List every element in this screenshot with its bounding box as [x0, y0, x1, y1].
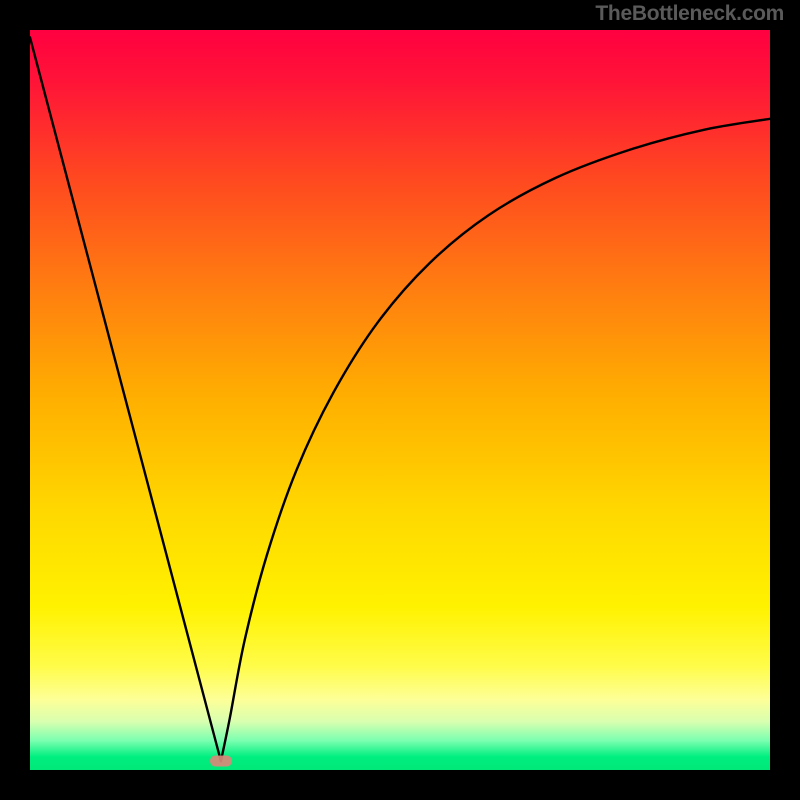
- bottleneck-curve: [30, 30, 770, 770]
- chart-container: { "watermark": { "text": "TheBottleneck.…: [0, 0, 800, 800]
- plot-area: [30, 30, 770, 770]
- vertex-marker: [210, 756, 232, 767]
- watermark-text: TheBottleneck.com: [595, 2, 784, 26]
- curve-path: [30, 37, 770, 761]
